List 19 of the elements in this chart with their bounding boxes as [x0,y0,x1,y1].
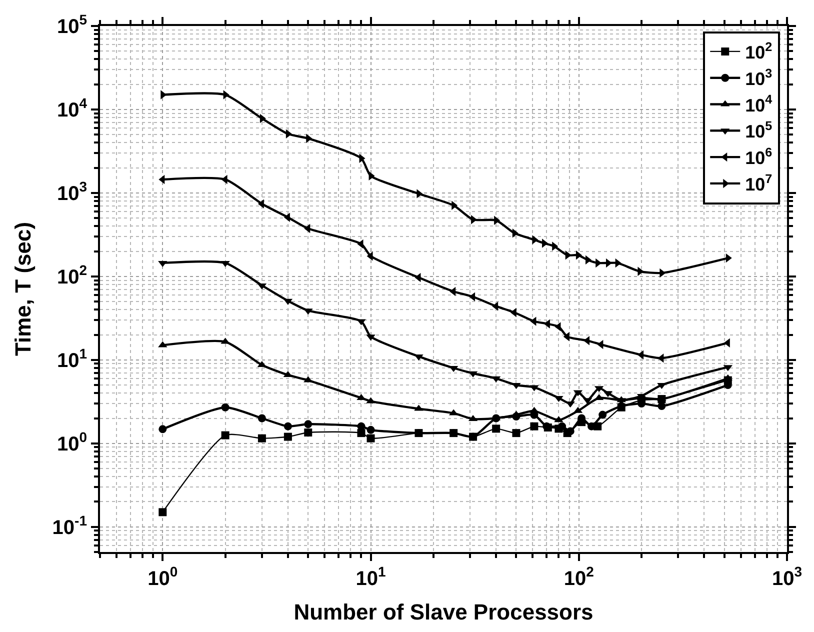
y-tick-label: 10$^{5}$ [56,12,88,38]
legend-label: 10$^{7}$ [745,172,772,194]
y-tick-label: 10$^{2}$ [56,262,88,288]
y-tick-label: 10$^{0}$ [56,428,88,456]
y-tick-label: 10$^{3}$ [56,178,88,205]
y-tick-label: 10$^{4}$ [56,95,88,122]
y-tick-label: 10$^{1}$ [56,346,88,372]
x-axis-title: Number of Slave Processors [294,599,594,624]
x-tick-label: 10$^{0}$ [148,564,178,590]
legend-label: 10$^{3}$ [745,66,772,89]
legend-label: 10$^{4}$ [745,92,772,116]
y-axis-title: Time, T (sec) [10,222,36,356]
legend-label: 10$^{6}$ [745,146,772,168]
legend-label: 10$^{5}$ [745,119,772,142]
y-tick-label: 10$^{-1}$ [52,512,88,539]
legend-label: 10$^{2}$ [745,40,772,62]
x-tick-label: 10$^{1}$ [356,564,386,590]
x-tick-label: 10$^{3}$ [772,564,802,590]
x-tick-label: 10$^{2}$ [564,564,594,590]
